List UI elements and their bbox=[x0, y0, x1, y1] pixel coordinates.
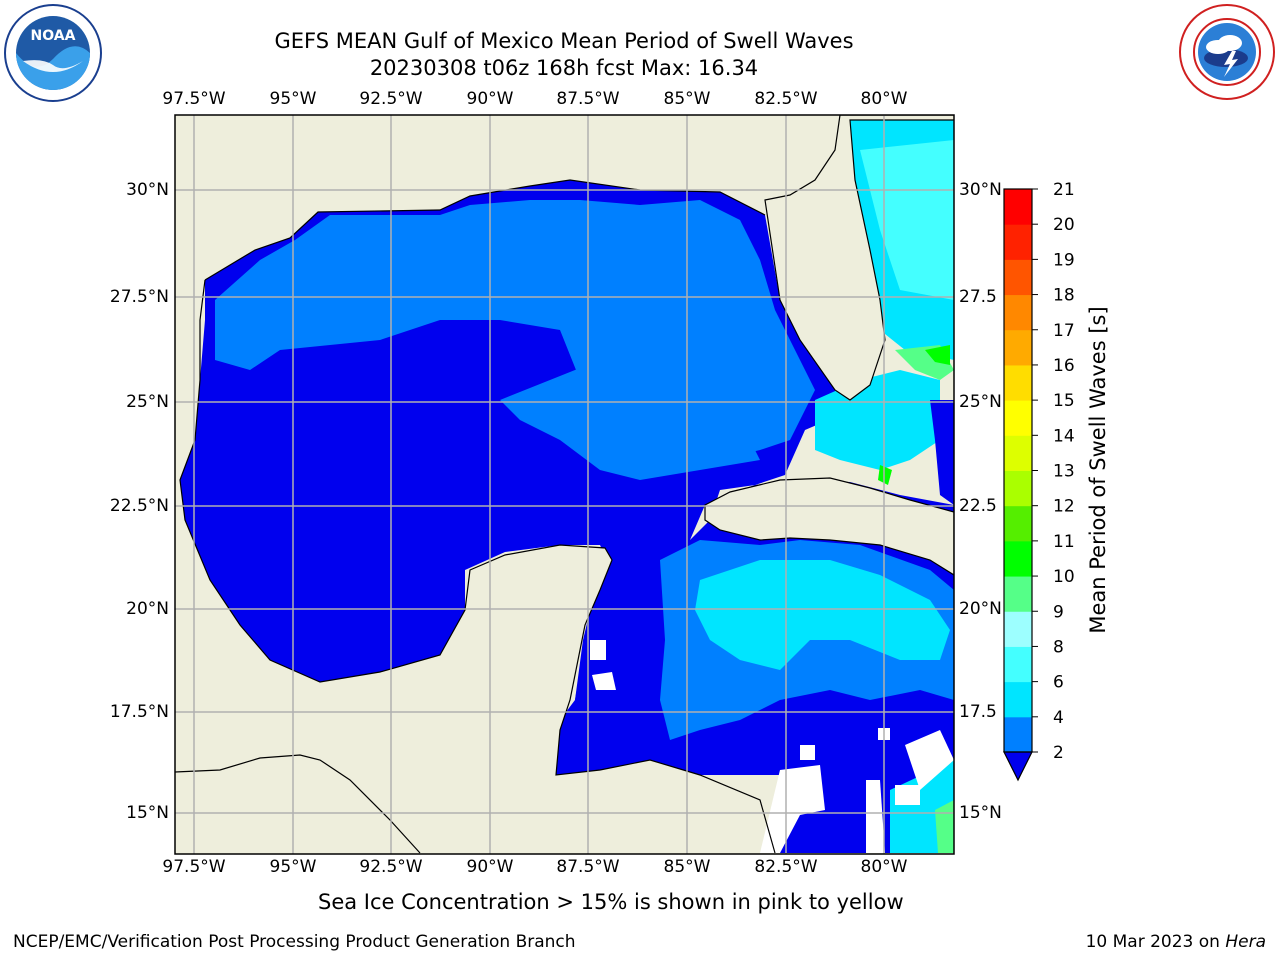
lon-tick-bottom: 90°W bbox=[466, 857, 514, 877]
colorbar-tick-label: 16 bbox=[1053, 356, 1075, 376]
lat-tick-left: 20°N bbox=[126, 599, 169, 619]
colorbar-tick-label: 17 bbox=[1053, 321, 1075, 341]
lon-tick-top: 80°W bbox=[860, 89, 908, 109]
lat-tick-left: 30°N bbox=[126, 180, 169, 200]
no-data-patch bbox=[905, 730, 954, 790]
cuba-north-swell bbox=[878, 465, 892, 485]
footer-host: Hera bbox=[1225, 932, 1266, 952]
colorbar-extend-arrow bbox=[1003, 751, 1033, 782]
lon-tick-bottom: 87.5°W bbox=[556, 857, 620, 877]
colorbar-tick-label: 10 bbox=[1053, 567, 1075, 587]
colorbar-label: Mean Period of Swell Waves [s] bbox=[1086, 306, 1110, 634]
colorbar-tick-label: 14 bbox=[1053, 426, 1075, 446]
colorbar-segment bbox=[1004, 435, 1032, 471]
no-data-patch bbox=[760, 765, 825, 853]
colorbar-tick-label: 6 bbox=[1053, 673, 1064, 693]
lon-tick-top: 97.5°W bbox=[162, 89, 226, 109]
colorbar-tick-label: 4 bbox=[1053, 708, 1064, 728]
colorbar-segment bbox=[1004, 540, 1032, 577]
colorbar-tick-label: 15 bbox=[1053, 391, 1075, 411]
old-bahama-channel bbox=[930, 400, 954, 505]
colorbar-tick-label: 12 bbox=[1053, 497, 1075, 517]
lon-tick-bottom: 92.5°W bbox=[359, 857, 423, 877]
lat-tick-right: 17.5 bbox=[959, 702, 997, 722]
lat-tick-left: 25°N bbox=[126, 392, 169, 412]
colorbar-tick-label: 18 bbox=[1053, 286, 1075, 306]
lon-tick-bottom: 82.5°W bbox=[754, 857, 818, 877]
lat-tick-right: 30°N bbox=[959, 180, 1002, 200]
lat-tick-left: 27.5°N bbox=[109, 287, 169, 307]
lat-tick-right: 22.5 bbox=[959, 496, 997, 516]
colorbar-segment bbox=[1004, 576, 1032, 612]
colorbar-tick-label: 20 bbox=[1053, 215, 1075, 235]
lon-tick-top: 92.5°W bbox=[359, 89, 423, 109]
lon-tick-bottom: 95°W bbox=[269, 857, 317, 877]
colorbar-segment bbox=[1004, 189, 1032, 225]
yucatan-land bbox=[175, 545, 780, 853]
colorbar-segment bbox=[1004, 364, 1032, 401]
colorbar-segment bbox=[1004, 716, 1032, 753]
map-frame bbox=[174, 114, 955, 855]
colorbar-segment bbox=[1004, 400, 1032, 436]
colorbar-segment bbox=[1004, 294, 1032, 331]
colorbar-segment bbox=[1004, 681, 1032, 718]
colorbar-tick-label: 13 bbox=[1053, 462, 1075, 482]
lon-tick-top: 95°W bbox=[269, 89, 317, 109]
colorbar-segment bbox=[1004, 259, 1032, 296]
lon-tick-bottom: 97.5°W bbox=[162, 857, 226, 877]
colorbar-tick-label: 11 bbox=[1053, 532, 1075, 552]
lon-tick-bottom: 80°W bbox=[860, 857, 908, 877]
colorbar-segment bbox=[1004, 611, 1032, 647]
map-title: GEFS MEAN Gulf of Mexico Mean Period of … bbox=[274, 29, 854, 53]
colorbar-tick-label: 9 bbox=[1053, 602, 1064, 622]
lat-tick-left: 17.5°N bbox=[109, 702, 169, 722]
colorbar-segment bbox=[1004, 505, 1032, 542]
sea-ice-note: Sea Ice Concentration > 15% is shown in … bbox=[318, 890, 904, 914]
no-data-patch bbox=[590, 640, 606, 660]
footer-date-text: 10 Mar 2023 on bbox=[1085, 932, 1226, 952]
lat-tick-right: 20°N bbox=[959, 599, 1002, 619]
lon-grid bbox=[193, 115, 885, 854]
lon-tick-top: 85°W bbox=[663, 89, 711, 109]
lat-grid bbox=[175, 189, 954, 814]
lon-tick-bottom: 85°W bbox=[663, 857, 711, 877]
lon-tick-top: 87.5°W bbox=[556, 89, 620, 109]
colorbar-tick-label: 2 bbox=[1053, 743, 1064, 763]
colorbar-segment bbox=[1004, 224, 1032, 260]
footer-credit: NCEP/EMC/Verification Post Processing Pr… bbox=[13, 932, 576, 952]
colorbar-segment bbox=[1004, 329, 1032, 366]
colorbar-segment bbox=[1004, 470, 1032, 507]
map-subtitle: 20230308 t06z 168h fcst Max: 16.34 bbox=[369, 56, 759, 80]
no-data-patch bbox=[895, 785, 920, 805]
lat-tick-right: 27.5 bbox=[959, 287, 997, 307]
lat-tick-right: 15°N bbox=[959, 803, 1002, 823]
colorbar-tick-label: 19 bbox=[1053, 250, 1075, 270]
lat-tick-right: 25°N bbox=[959, 392, 1002, 412]
lon-tick-top: 90°W bbox=[466, 89, 514, 109]
noaa-logo-text: NOAA bbox=[31, 28, 76, 44]
nws-logo-icon bbox=[1179, 4, 1275, 100]
colorbar: 2 4 6 8 9 10 11 12 13 14 15 16 17 18 19 20 21 bbox=[1003, 180, 1075, 782]
colorbar-segment bbox=[1004, 646, 1032, 683]
noaa-logo-icon: NOAA bbox=[4, 4, 102, 102]
colorbar-tick-label: 21 bbox=[1053, 180, 1075, 200]
caribbean-long-swell-zone bbox=[695, 560, 950, 670]
lat-tick-left: 15°N bbox=[126, 803, 169, 823]
cuba-land bbox=[704, 477, 954, 576]
gulf-swell-zone-central bbox=[500, 360, 760, 480]
no-data-patch bbox=[866, 780, 885, 853]
no-data-patch bbox=[800, 745, 815, 760]
florida-land bbox=[764, 115, 954, 401]
bahamas-swell-core bbox=[925, 345, 950, 365]
footer-date: 10 Mar 2023 on Hera bbox=[1086, 932, 1266, 952]
lon-tick-top: 82.5°W bbox=[754, 89, 818, 109]
lat-tick-left: 22.5°N bbox=[109, 496, 169, 516]
colorbar-tick-label: 8 bbox=[1053, 637, 1064, 657]
no-data-patch bbox=[592, 672, 616, 690]
